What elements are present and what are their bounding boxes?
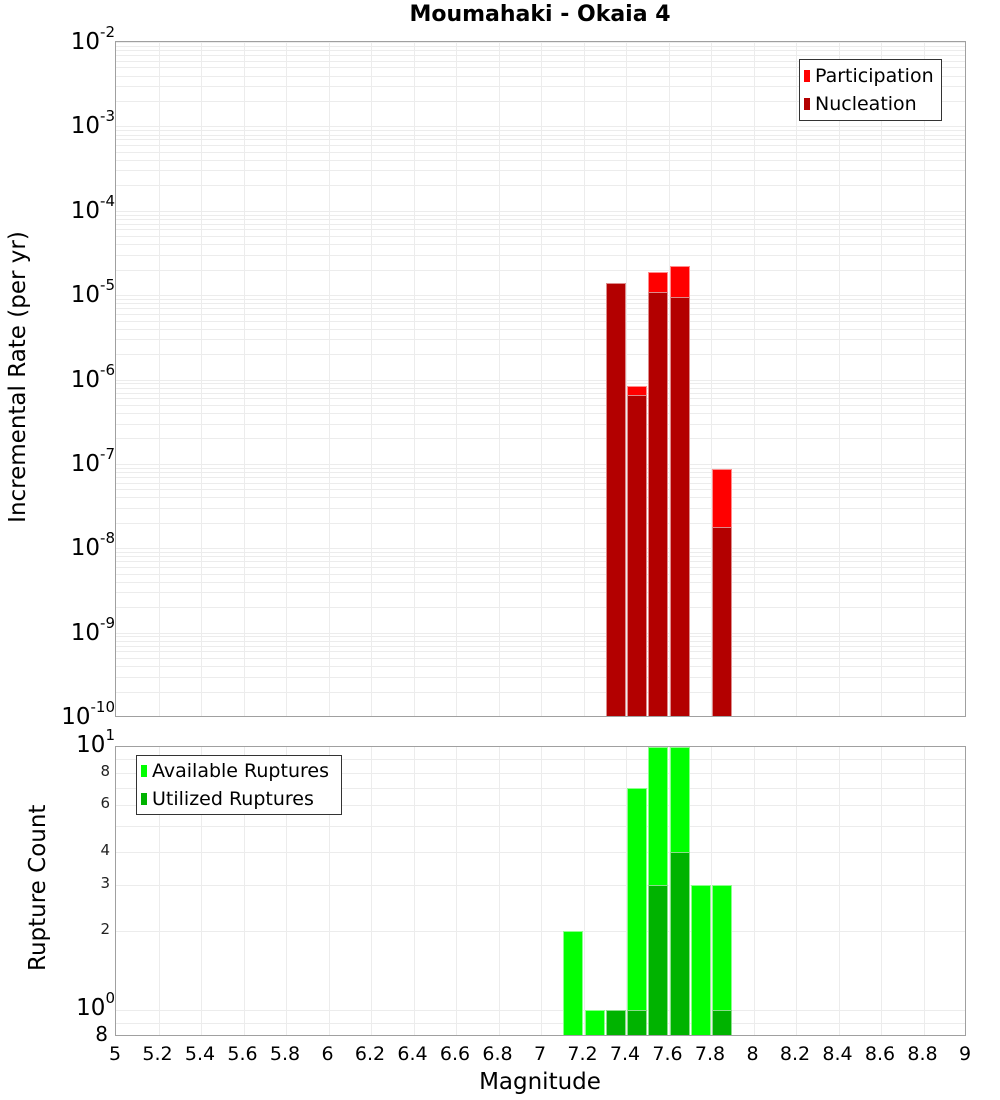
y-minor-tick-label: 8 [70, 764, 110, 779]
y-minor-tick-label: 2 [70, 922, 110, 937]
top-legend: Participation Nucleation [799, 59, 942, 121]
bottom-legend: Available Ruptures Utilized Ruptures [136, 755, 342, 815]
bar-nucleation [648, 292, 668, 717]
grid-line [499, 42, 500, 716]
grid-line [881, 42, 882, 716]
y-tick-label: 10-8 [55, 537, 115, 560]
legend-item-available: Available Ruptures [141, 757, 337, 785]
bar-utilized-ruptures [627, 1010, 647, 1036]
grid-line [414, 747, 415, 1035]
bar-available-ruptures [691, 885, 711, 1036]
grid-line [924, 747, 925, 1035]
grid-line [201, 42, 202, 716]
grid-line [839, 747, 840, 1035]
bar-available-ruptures [585, 1010, 605, 1036]
grid-line [924, 42, 925, 716]
grid-line [499, 747, 500, 1035]
bar-nucleation [606, 283, 626, 717]
grid-line [584, 42, 585, 716]
y-tick-label: 10-3 [55, 115, 115, 138]
grid-line [159, 42, 160, 716]
bar-nucleation [627, 395, 647, 717]
grid-line [414, 42, 415, 716]
grid-line [371, 747, 372, 1035]
x-axis-title: Magnitude [115, 1069, 965, 1095]
grid-line [584, 747, 585, 1035]
legend-item-participation: Participation [804, 62, 937, 90]
grid-line [754, 42, 755, 716]
nucleation-swatch-icon [804, 98, 810, 110]
y-tick-label: 10-4 [55, 200, 115, 223]
bar-available-ruptures [627, 788, 647, 1036]
bar-nucleation [670, 297, 690, 717]
grid-line [796, 747, 797, 1035]
bar-utilized-ruptures [606, 1010, 626, 1036]
y-minor-tick-label: 4 [70, 843, 110, 858]
grid-line [456, 747, 457, 1035]
legend-item-nucleation: Nucleation [804, 90, 937, 118]
y-tick-label: 10-2 [55, 31, 115, 54]
y-bottom-tick-label: 8 [48, 1024, 108, 1044]
grid-line [881, 747, 882, 1035]
grid-line [329, 42, 330, 716]
bar-utilized-ruptures [648, 885, 668, 1036]
grid-line [371, 42, 372, 716]
y-tick-label: 100 [55, 997, 115, 1020]
grid-line [754, 747, 755, 1035]
grid-line [796, 42, 797, 716]
participation-swatch-icon [804, 70, 810, 82]
grid-line [286, 42, 287, 716]
bottom-y-axis-title: Rupture Count [25, 811, 51, 971]
utilized-swatch-icon [141, 793, 147, 805]
grid-line [541, 42, 542, 716]
grid-line [541, 747, 542, 1035]
y-tick-label: 10-5 [55, 284, 115, 307]
grid-line [244, 42, 245, 716]
y-minor-tick-label: 3 [70, 876, 110, 891]
y-tick-label: 10-7 [55, 453, 115, 476]
y-tick-label: 101 [55, 734, 115, 757]
bar-utilized-ruptures [712, 1010, 732, 1036]
x-tick-label: 9 [940, 1043, 990, 1065]
available-swatch-icon [141, 765, 147, 777]
legend-item-utilized: Utilized Ruptures [141, 785, 337, 813]
top-y-axis-title: Incremental Rate (per yr) [5, 217, 31, 537]
y-tick-label: 10-9 [55, 622, 115, 645]
grid-line [456, 42, 457, 716]
grid-line [839, 42, 840, 716]
bar-utilized-ruptures [670, 852, 690, 1036]
bar-available-ruptures [563, 931, 583, 1036]
y-tick-label: 10-6 [55, 369, 115, 392]
bar-nucleation [712, 527, 732, 717]
y-minor-tick-label: 6 [70, 796, 110, 811]
chart-title: Moumahaki - Okaia 4 [0, 2, 1000, 27]
top-plot-area [115, 41, 966, 717]
